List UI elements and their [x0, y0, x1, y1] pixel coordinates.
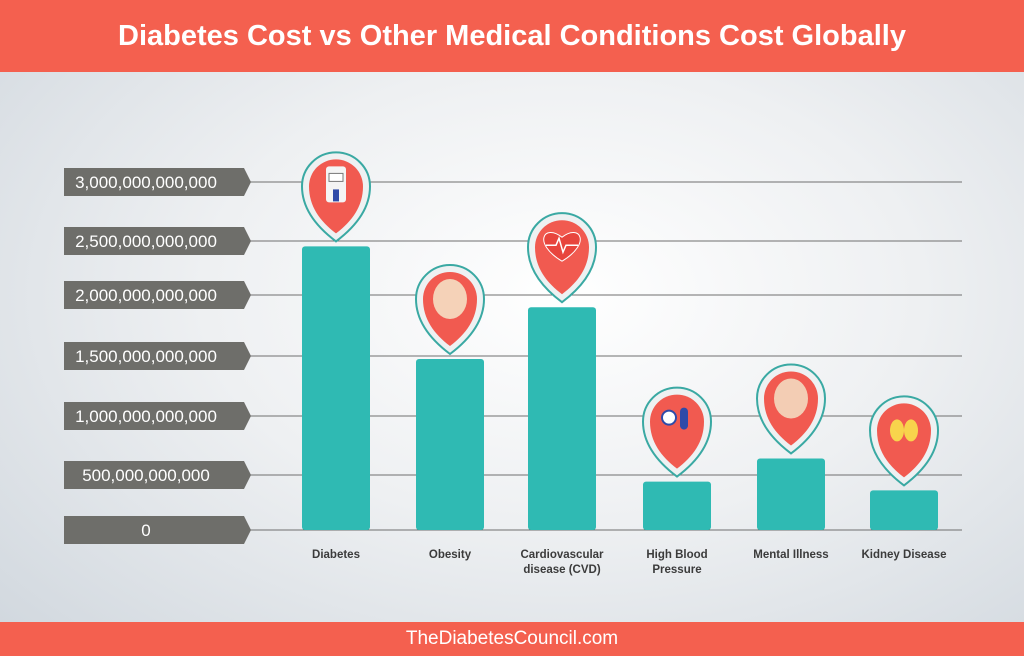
y-tick-label: 1,000,000,000,000: [75, 407, 217, 426]
x-category-label: High Blood: [646, 549, 707, 561]
bar: [528, 307, 596, 530]
chart-title: Diabetes Cost vs Other Medical Condition…: [0, 0, 1024, 72]
bar: [643, 481, 711, 530]
x-category-label: disease (CVD): [523, 564, 601, 576]
y-tick-label: 3,000,000,000,000: [75, 173, 217, 192]
y-tick-box: [64, 461, 251, 489]
obese-person-icon: [414, 264, 486, 356]
y-tick-label: 2,000,000,000,000: [75, 286, 217, 305]
x-category-label: Kidney Disease: [861, 549, 946, 561]
brain-icon: [755, 363, 827, 455]
bar: [416, 359, 484, 530]
y-tick-label: 0: [141, 521, 150, 540]
footer-site-name: TheDiabetesCouncil.com: [0, 622, 1024, 656]
glucose-meter-icon: [300, 151, 372, 243]
y-tick-box: [64, 281, 251, 309]
kidney-icon: [868, 395, 940, 487]
heart-pulse-icon: [526, 212, 598, 304]
y-tick-label: 2,500,000,000,000: [75, 232, 217, 251]
y-tick-box: [64, 402, 251, 430]
x-category-label: Obesity: [429, 549, 472, 561]
bar: [757, 458, 825, 530]
y-tick-box: [64, 227, 251, 255]
bar: [302, 246, 370, 530]
y-tick-label: 1,500,000,000,000: [75, 347, 217, 366]
x-category-label: Pressure: [652, 564, 701, 576]
x-category-label: Mental Illness: [753, 549, 828, 561]
bar: [870, 490, 938, 530]
x-category-label: Diabetes: [312, 549, 360, 561]
y-tick-box: [64, 168, 251, 196]
blood-pressure-icon: [641, 386, 713, 478]
y-tick-box: [64, 342, 251, 370]
y-tick-label: 500,000,000,000: [82, 466, 210, 485]
x-category-label: Cardiovascular: [520, 549, 604, 561]
y-tick-box: [64, 516, 251, 544]
